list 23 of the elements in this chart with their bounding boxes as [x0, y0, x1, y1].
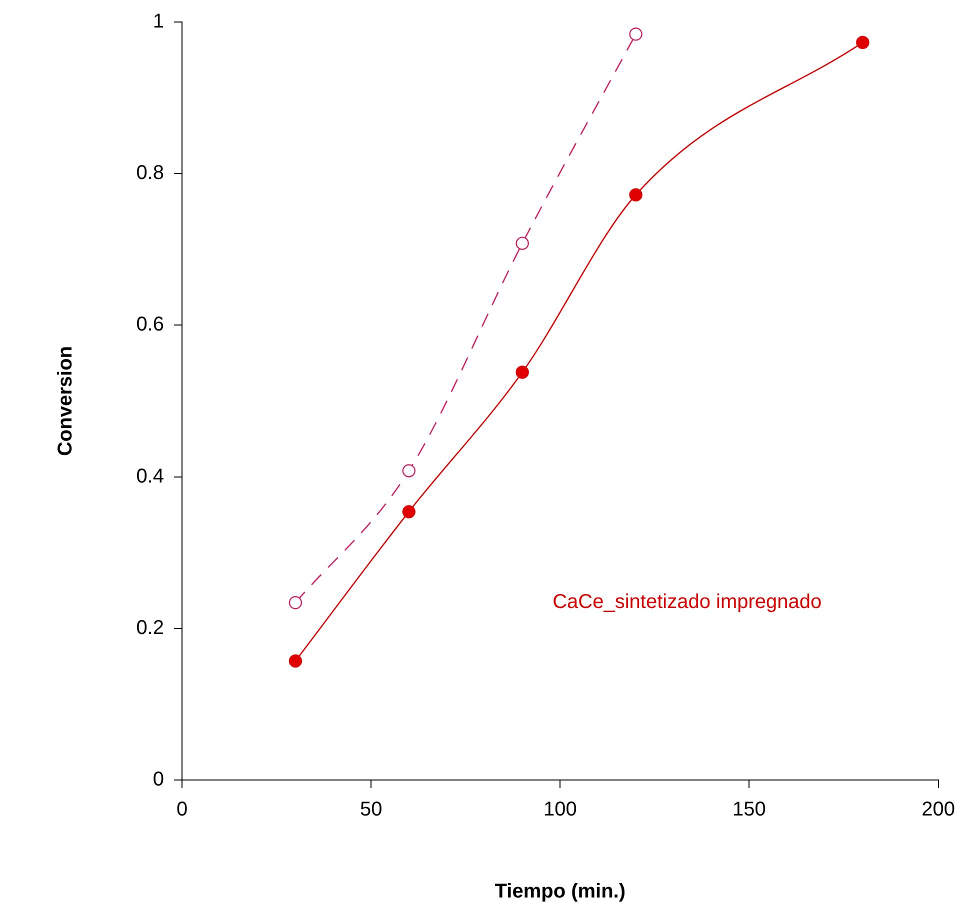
x-tick-label: 50 — [360, 798, 382, 821]
text: CaCe_sintetizado impregnado — [552, 591, 822, 614]
y-tick-label: 0.8 — [136, 162, 164, 184]
x-tick-label: 200 — [922, 798, 956, 821]
y-tick-label: 0.6 — [136, 314, 164, 336]
point — [288, 596, 302, 610]
x-axis-title: Tiempo (min.) — [494, 880, 626, 903]
y-tick-label: 0 — [152, 768, 164, 791]
y-axis-title: Conversion — [54, 346, 77, 456]
y-tick-label: 1 — [152, 10, 164, 33]
point — [402, 505, 416, 518]
x-tick-label: 0 — [176, 798, 188, 821]
point — [629, 28, 642, 41]
x-tick-label: 100 — [543, 798, 577, 821]
point — [516, 236, 529, 250]
x-tick-label: 150 — [732, 798, 766, 821]
point — [516, 366, 529, 379]
y-tick-label: 0.2 — [136, 616, 164, 639]
point — [402, 464, 416, 478]
point — [856, 36, 870, 50]
point — [288, 654, 302, 668]
point — [629, 188, 642, 202]
y-tick-label: 0.4 — [136, 465, 164, 488]
